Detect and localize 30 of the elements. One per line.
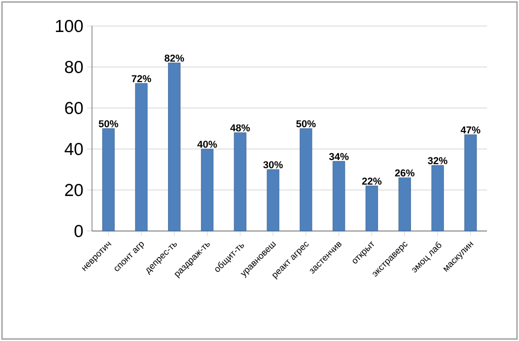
bar — [266, 169, 280, 232]
data-label: 30% — [263, 161, 283, 168]
bar — [201, 148, 214, 232]
bar — [168, 62, 180, 232]
data-label: 22% — [362, 178, 382, 185]
data-label: 50% — [98, 120, 118, 128]
bar — [300, 128, 312, 232]
data-label: 26% — [395, 169, 414, 176]
y-tick-label: 60 — [65, 102, 83, 114]
bar — [366, 186, 378, 232]
y-tick-label: 80 — [65, 60, 83, 74]
data-label: 48% — [230, 124, 250, 132]
bar — [398, 178, 411, 232]
y-tick-label: 20 — [65, 184, 83, 196]
y-tick-label: 100 — [56, 20, 83, 32]
bar — [431, 165, 444, 232]
data-label: 47% — [460, 126, 480, 134]
bar — [234, 132, 246, 232]
bar — [332, 161, 346, 232]
data-label: 40% — [197, 140, 217, 148]
data-label: 50% — [296, 120, 316, 128]
bar — [135, 83, 148, 232]
bar — [102, 128, 115, 232]
y-tick-label: 0 — [74, 224, 83, 238]
data-label: 34% — [329, 153, 349, 160]
y-tick-label: 40 — [64, 142, 83, 156]
data-label: 82% — [164, 54, 184, 62]
data-label: 72% — [132, 75, 152, 82]
data-label: 32% — [428, 157, 448, 164]
bar — [464, 134, 477, 232]
